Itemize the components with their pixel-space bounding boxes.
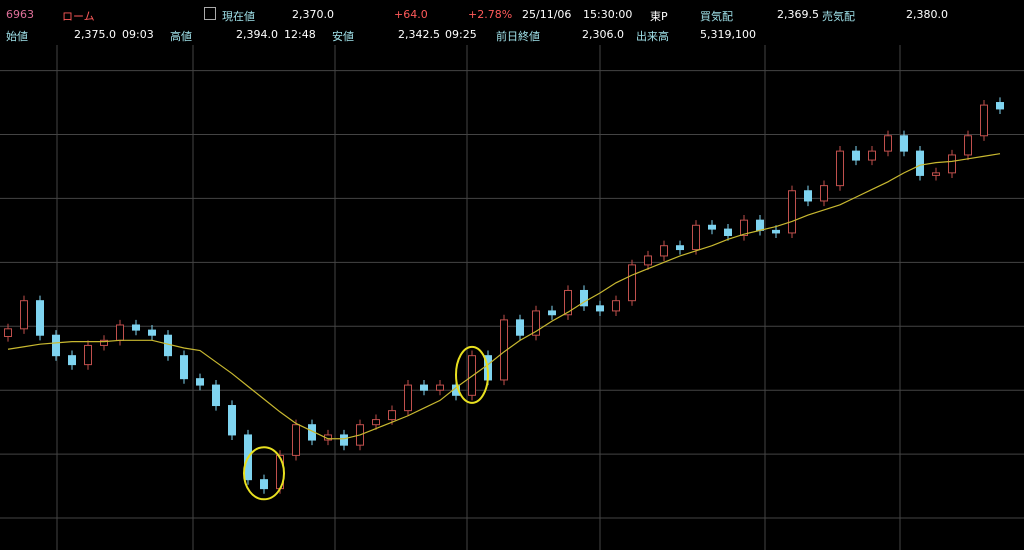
candle-body (100, 339, 108, 346)
candle-body (580, 289, 588, 307)
highlight-circle (455, 345, 489, 404)
value: 12:48 (284, 28, 316, 41)
value: 25/11/06 (522, 8, 572, 21)
label: 前日終値 (496, 30, 540, 43)
candle-body (740, 219, 748, 236)
candle-body (388, 410, 396, 421)
candle-body (836, 150, 844, 187)
candle-body (260, 479, 268, 490)
value: 2,370.0 (292, 8, 334, 21)
candle-body (148, 329, 156, 336)
value: 2,369.5 (777, 8, 819, 21)
candle-body (292, 424, 300, 456)
candle-body (228, 405, 236, 436)
candle-body (692, 224, 700, 251)
moving-average (7, 153, 1001, 440)
candle-body (564, 289, 572, 316)
candle-body (644, 255, 652, 266)
label: 安値 (332, 30, 354, 43)
highlight-circle (243, 446, 285, 501)
code: 6963 (6, 8, 34, 21)
candle-body (884, 135, 892, 152)
candle-body (4, 328, 12, 337)
candle-body (756, 219, 764, 231)
candle-body (852, 150, 860, 161)
candle-body (900, 135, 908, 152)
candle-body (212, 384, 220, 407)
candle-body (132, 324, 140, 331)
candle-body (52, 334, 60, 357)
quote-header: 6963 ローム 現在値 2,370.0 +64.0 +2.78% 25/11/… (0, 0, 1024, 44)
candle-body (676, 245, 684, 251)
value: 09:25 (445, 28, 477, 41)
value: 2,306.0 (582, 28, 624, 41)
candle-body (708, 224, 716, 230)
value: 2,375.0 (74, 28, 116, 41)
candle-body (196, 378, 204, 386)
candle-body (868, 150, 876, 161)
candle-body (420, 384, 428, 391)
name: ローム (62, 10, 95, 23)
candle-body (404, 384, 412, 412)
candle-body (804, 190, 812, 202)
candle-body (116, 324, 124, 341)
icon[interactable] (204, 7, 216, 20)
value: 09:03 (122, 28, 154, 41)
candle-body (436, 384, 444, 391)
candle-body (772, 229, 780, 234)
candle-body (372, 419, 380, 426)
candle-body (948, 154, 956, 174)
candle-body (820, 185, 828, 202)
value: +2.78% (468, 8, 513, 21)
v-grid (56, 45, 901, 550)
candle-body (84, 344, 92, 366)
label: 買気配 (700, 10, 733, 23)
label: 現在値 (222, 10, 255, 23)
candle-body (164, 334, 172, 357)
candle-body (932, 172, 940, 176)
candle-body (20, 300, 28, 330)
candle-body (340, 434, 348, 446)
label: 始値 (6, 30, 28, 43)
value: 15:30:00 (583, 8, 633, 21)
value: 2,394.0 (236, 28, 278, 41)
value: +64.0 (394, 8, 428, 21)
candle-body (996, 102, 1004, 110)
candle-body (660, 245, 668, 257)
label: 高値 (170, 30, 192, 43)
candle-body (36, 300, 44, 336)
candle-body (516, 319, 524, 336)
value: 2,380.0 (906, 8, 948, 21)
candle-body (788, 190, 796, 234)
candle-body (916, 150, 924, 176)
label: 売気配 (822, 10, 855, 23)
value: 東P (650, 10, 668, 23)
value: 2,342.5 (398, 28, 440, 41)
candle-body (628, 264, 636, 302)
candle-body (980, 104, 988, 137)
label: 出来高 (636, 30, 669, 43)
value: 5,319,100 (700, 28, 756, 41)
candle-body (724, 228, 732, 236)
candle-body (180, 355, 188, 380)
candle-body (532, 310, 540, 336)
candle-body (596, 305, 604, 312)
candle-body (548, 310, 556, 316)
candle-body (68, 355, 76, 366)
candle-body (964, 135, 972, 156)
candle-body (612, 300, 620, 312)
